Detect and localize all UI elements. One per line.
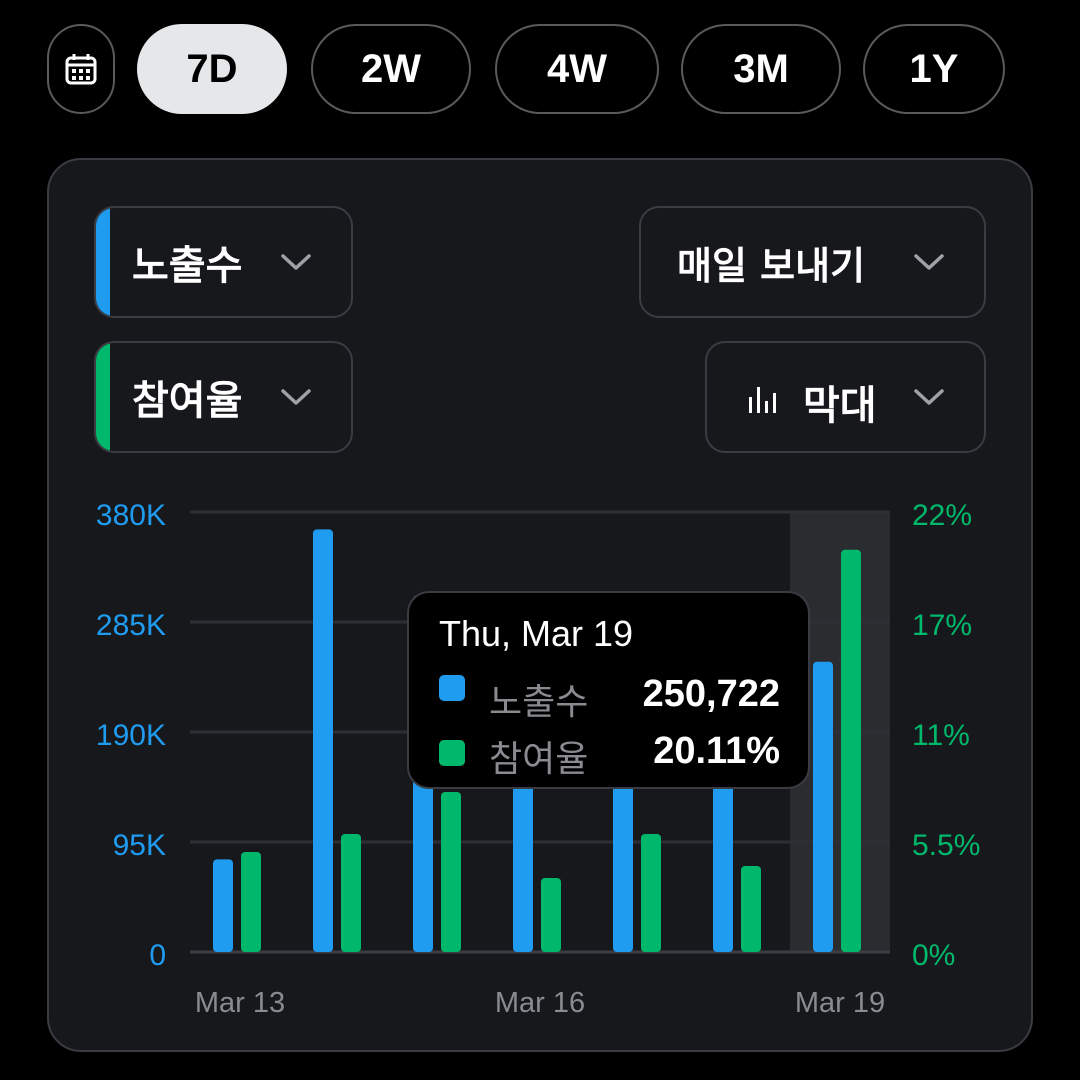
tooltip-swatch-engagement [439, 740, 465, 766]
tooltip-value-impressions: 250,722 [642, 673, 780, 715]
secondary-metric-color-bar [96, 343, 110, 451]
tooltip-label-impressions: 노출수 [489, 682, 589, 723]
chevron-down-icon [914, 389, 944, 405]
range-tab-4w[interactable]: 4W [495, 24, 659, 114]
tooltip-value-engagement: 20.11% [653, 730, 780, 772]
calendar-button[interactable] [47, 24, 115, 114]
bar-chart-icon [749, 387, 776, 413]
chevron-down-icon [914, 254, 944, 270]
chart-type-label: 막대 [803, 383, 877, 429]
range-tab-1y[interactable]: 1Y [863, 24, 1005, 114]
range-tab-3m[interactable]: 3M [681, 24, 841, 114]
tooltip-label-engagement: 참여율 [489, 739, 589, 780]
chart-type-select[interactable]: 막대 [705, 341, 986, 453]
primary-metric-select[interactable]: 노출수 [94, 206, 353, 318]
chevron-down-icon [281, 389, 311, 405]
interval-label: 매일 보내기 [677, 243, 866, 288]
tooltip-date: Thu, Mar 19 [439, 613, 634, 654]
secondary-metric-select[interactable]: 참여율 [94, 341, 353, 453]
calendar-icon [65, 54, 97, 85]
range-tab-2w[interactable]: 2W [311, 24, 471, 114]
range-tab-7d[interactable]: 7D [137, 24, 287, 114]
primary-metric-label: 노출수 [132, 243, 243, 289]
primary-metric-color-bar [96, 208, 110, 316]
interval-select[interactable]: 매일 보내기 [639, 206, 986, 318]
chevron-down-icon [281, 254, 311, 270]
secondary-metric-label: 참여율 [132, 378, 243, 424]
tooltip-swatch-impressions [439, 675, 465, 701]
chart-tooltip: Thu, Mar 19 노출수 250,722 참여율 20.11% [407, 591, 810, 789]
